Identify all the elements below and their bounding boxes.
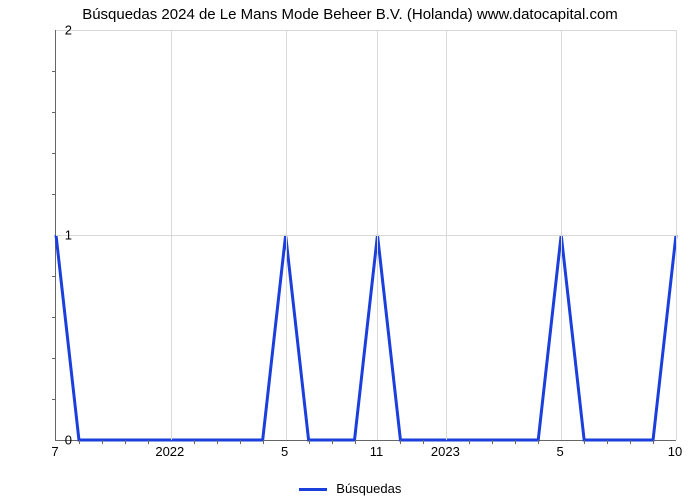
x-minor-tick [148, 440, 149, 444]
x-minor-tick [630, 440, 631, 444]
y-tick-label: 1 [52, 228, 72, 243]
x-minor-tick [469, 440, 470, 444]
line-chart: Búsquedas 2024 de Le Mans Mode Beheer B.… [0, 0, 700, 500]
series-line [56, 235, 676, 440]
y-minor-tick [52, 358, 56, 359]
x-minor-tick [492, 440, 493, 444]
x-minor-tick [355, 440, 356, 444]
y-minor-tick [52, 112, 56, 113]
grid-line-h [56, 30, 676, 31]
legend-swatch [299, 488, 327, 491]
legend: Búsquedas [0, 481, 700, 496]
y-minor-tick [52, 317, 56, 318]
x-minor-tick [653, 440, 654, 444]
x-minor-tick [263, 440, 264, 444]
chart-title: Búsquedas 2024 de Le Mans Mode Beheer B.… [0, 6, 700, 23]
grid-line-v [286, 30, 287, 440]
x-minor-tick [217, 440, 218, 444]
y-minor-tick [52, 153, 56, 154]
x-minor-tick [125, 440, 126, 444]
grid-line-h [56, 235, 676, 236]
plot-area [55, 30, 676, 441]
y-minor-tick [52, 71, 56, 72]
x-minor-tick [79, 440, 80, 444]
x-tick-label: 5 [281, 444, 288, 459]
grid-line-v [446, 30, 447, 440]
x-minor-tick [332, 440, 333, 444]
x-minor-tick [538, 440, 539, 444]
y-minor-tick [52, 399, 56, 400]
x-minor-tick [309, 440, 310, 444]
x-tick-label: 2023 [431, 444, 460, 459]
x-tick-label: 11 [370, 444, 384, 459]
x-minor-tick [607, 440, 608, 444]
y-minor-tick [52, 276, 56, 277]
x-minor-tick [423, 440, 424, 444]
x-minor-tick [102, 440, 103, 444]
x-tick-label: 7 [51, 444, 58, 459]
grid-line-v [377, 30, 378, 440]
y-tick-label: 2 [52, 23, 72, 38]
y-minor-tick [52, 194, 56, 195]
grid-line-v [561, 30, 562, 440]
grid-line-v [171, 30, 172, 440]
x-tick-label: 2022 [155, 444, 184, 459]
x-minor-tick [515, 440, 516, 444]
grid-line-v [676, 30, 677, 440]
x-tick-label: 10 [668, 444, 682, 459]
x-tick-label: 5 [557, 444, 564, 459]
x-minor-tick [194, 440, 195, 444]
x-minor-tick [240, 440, 241, 444]
x-minor-tick [400, 440, 401, 444]
x-minor-tick [584, 440, 585, 444]
legend-label: Búsquedas [336, 481, 401, 496]
